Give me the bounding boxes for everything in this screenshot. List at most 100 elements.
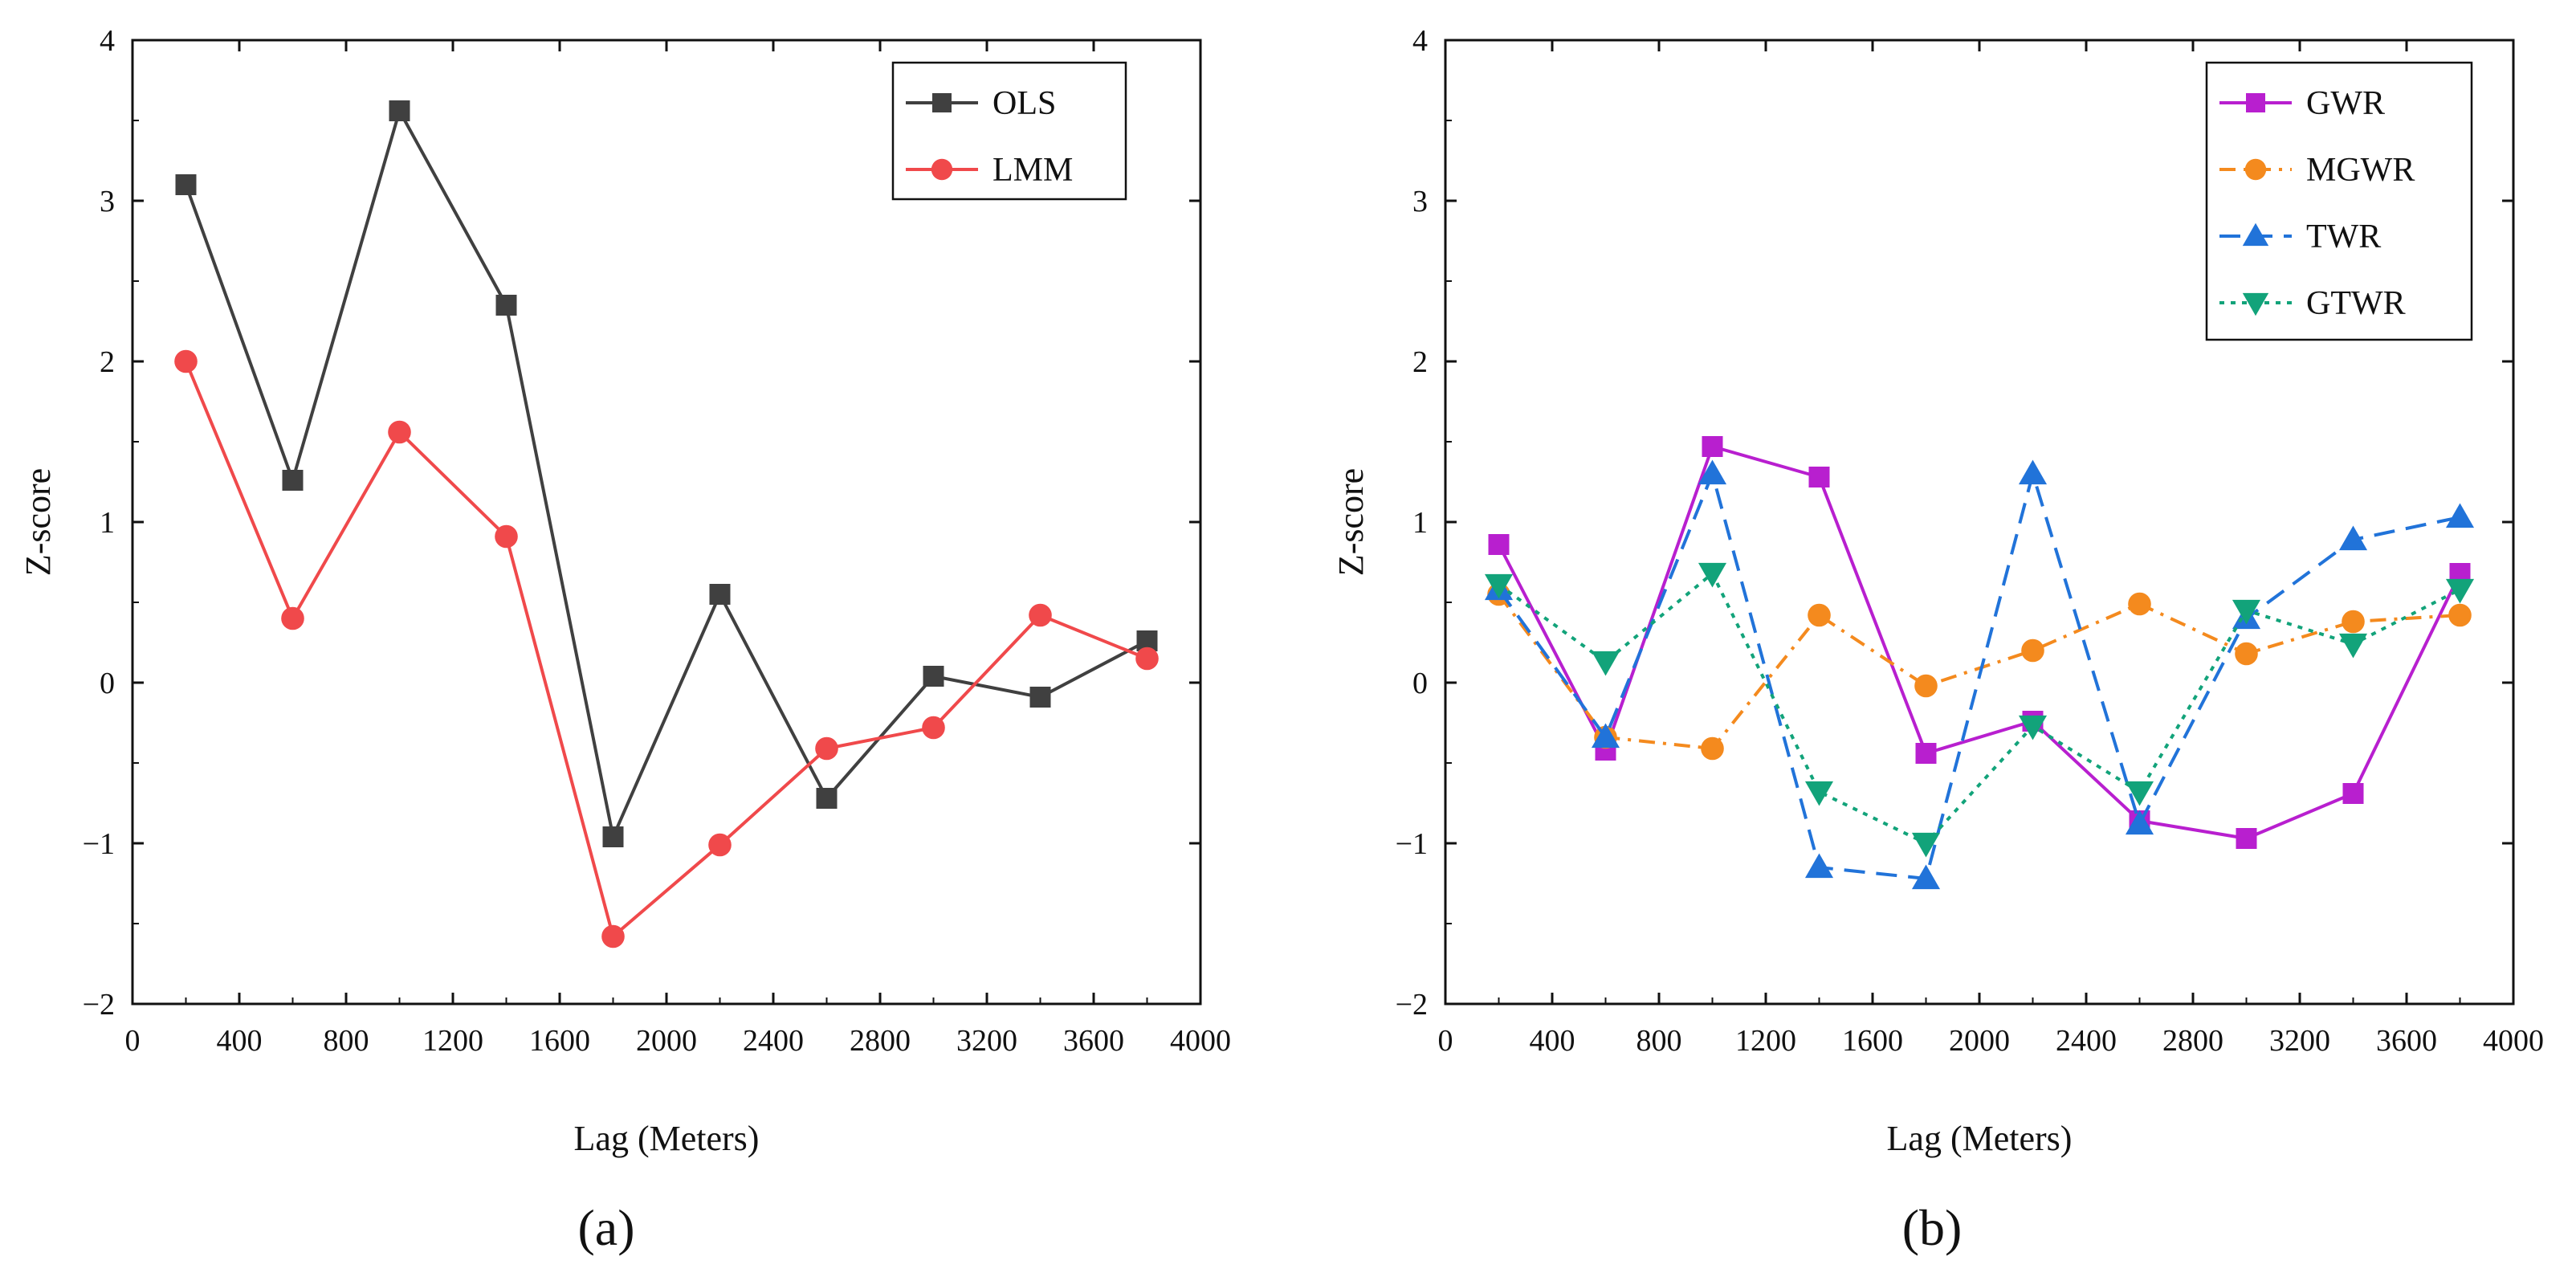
y-axis-title: Z-score [1331, 468, 1371, 576]
x-tick-label: 400 [217, 1024, 263, 1058]
data-point-lmm [922, 716, 945, 740]
y-tick-label: 3 [100, 185, 115, 218]
data-point-gwr [1808, 467, 1830, 487]
y-tick-label: −2 [83, 988, 115, 1022]
series-line-gwr [1497, 445, 2462, 840]
x-tick-label: 1600 [529, 1024, 590, 1058]
data-point-lmm [1135, 647, 1159, 671]
x-tick-label: 2800 [850, 1024, 911, 1058]
data-point-twr [1698, 459, 1727, 485]
data-point-ols [602, 826, 624, 847]
x-tick-label: 2400 [743, 1024, 804, 1058]
series-line-lmm [184, 361, 1148, 938]
x-tick-label: 800 [1636, 1024, 1682, 1058]
x-tick-label: 4000 [2483, 1024, 2544, 1058]
legend-label-ols: OLS [992, 85, 1056, 122]
data-point-gtwr [1591, 651, 1620, 676]
y-tick-label: −2 [1396, 988, 1428, 1022]
legend-marker-mgwr [2244, 158, 2267, 181]
data-point-twr [1591, 723, 1620, 749]
data-point-ols [1029, 687, 1051, 708]
data-point-gwr [2236, 828, 2257, 849]
data-point-gtwr [1804, 781, 1834, 806]
x-tick-label: 1200 [1735, 1024, 1796, 1058]
y-tick-label: 4 [100, 24, 115, 58]
x-tick-label: 1200 [422, 1024, 483, 1058]
series-line-gtwr [1498, 572, 2461, 845]
series-line-ols [184, 109, 1148, 838]
data-point-gtwr [2445, 578, 2475, 604]
x-tick-label: 4000 [1170, 1024, 1231, 1058]
data-point-twr [1911, 864, 1941, 890]
y-tick-label: 0 [1412, 667, 1428, 700]
x-tick-label: 2000 [636, 1024, 697, 1058]
data-point-gwr [1702, 436, 1723, 457]
y-axis-title: Z-score [18, 468, 58, 576]
y-tick-label: 2 [100, 345, 115, 379]
y-tick-label: 3 [1412, 185, 1428, 218]
panel-label: (a) [577, 1199, 634, 1256]
x-tick-label: 2400 [2056, 1024, 2117, 1058]
data-point-twr [1804, 853, 1834, 879]
data-point-mgwr [2128, 592, 2151, 616]
data-point-lmm [815, 736, 838, 761]
legend-label-gtwr: GTWR [2306, 285, 2406, 322]
data-point-lmm [495, 524, 518, 549]
data-point-ols [282, 470, 304, 491]
data-point-mgwr [1914, 674, 1938, 698]
data-point-twr [2338, 525, 2368, 551]
data-point-gtwr [2018, 715, 2048, 740]
series-ols [175, 100, 1158, 847]
x-tick-label: 2000 [1949, 1024, 2010, 1058]
legend-marker-twr [2242, 222, 2269, 247]
data-point-ols [495, 295, 517, 316]
y-tick-label: 1 [1412, 506, 1428, 540]
data-point-lmm [174, 349, 198, 373]
x-tick-label: 800 [324, 1024, 369, 1058]
panel-label: (b) [1902, 1199, 1963, 1256]
data-point-gtwr [2338, 633, 2368, 659]
data-point-twr [2445, 503, 2475, 528]
data-point-lmm [708, 833, 732, 857]
legend-box [891, 61, 1127, 201]
series-gtwr [1484, 562, 2475, 858]
legend-label-lmm: LMM [992, 152, 1073, 189]
data-point-mgwr [2342, 610, 2365, 634]
data-point-gwr [1488, 534, 1510, 555]
y-tick-label: −1 [1396, 827, 1428, 861]
x-tick-label: 400 [1530, 1024, 1575, 1058]
data-point-lmm [601, 924, 625, 948]
data-point-lmm [1029, 603, 1052, 627]
legend-marker-lmm [931, 158, 953, 181]
x-tick-label: 0 [125, 1024, 141, 1058]
x-tick-label: 3200 [956, 1024, 1017, 1058]
data-point-mgwr [1808, 603, 1831, 627]
data-point-mgwr [1701, 736, 1724, 761]
data-point-mgwr [2021, 638, 2044, 663]
legend-marker-gtwr [2242, 292, 2269, 316]
x-tick-label: 3200 [2269, 1024, 2330, 1058]
data-point-ols [923, 666, 944, 687]
data-point-twr [2125, 810, 2154, 835]
data-point-gwr [2342, 783, 2364, 804]
data-point-twr [2018, 459, 2048, 485]
legend-label-mgwr: MGWR [2306, 152, 2415, 189]
data-point-gtwr [1911, 832, 1941, 858]
legend: OLS LMM [891, 61, 1127, 201]
data-point-lmm [388, 420, 411, 444]
y-tick-label: 2 [1412, 345, 1428, 379]
legend-marker-ols [932, 93, 952, 112]
x-tick-label: 3600 [2376, 1024, 2437, 1058]
x-tick-label: 0 [1438, 1024, 1453, 1058]
y-tick-label: −1 [83, 827, 115, 861]
y-tick-label: 1 [100, 506, 115, 540]
legend-label-gwr: GWR [2306, 85, 2385, 122]
series-line-mgwr [1497, 593, 2460, 750]
data-point-lmm [281, 606, 304, 630]
series-line-twr [1497, 472, 2460, 880]
chart-panel-a: 0 400 800 1200 1600 2000 2400 2800 3200 3600 4000 −… [18, 24, 1231, 1256]
data-point-gwr [1915, 743, 1937, 764]
data-point-gtwr [2125, 781, 2154, 806]
data-point-ols [175, 174, 197, 195]
